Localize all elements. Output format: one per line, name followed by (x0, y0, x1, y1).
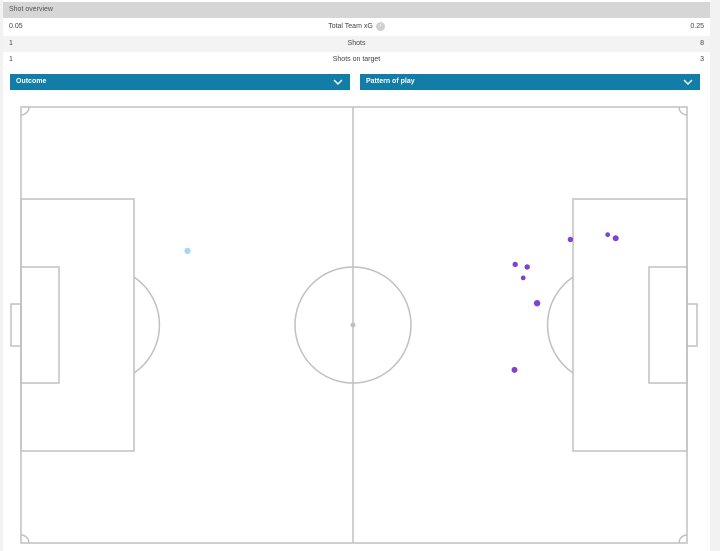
pattern-of-play-dropdown-label: Pattern of play (366, 78, 415, 85)
info-icon[interactable]: i (375, 21, 385, 31)
stat-row-shots: 1 Shots 8 (3, 36, 710, 52)
right-penalty-area (572, 198, 688, 452)
chevron-down-icon (333, 79, 343, 85)
shot-overview-panel: Shot overview 0.05 Total Team xG i 0.25 1… (3, 0, 710, 551)
chevron-down-icon (683, 79, 693, 85)
away-shot-marker[interactable] (567, 236, 574, 243)
outcome-dropdown-label: Outcome (16, 78, 47, 85)
corner-arc (20, 106, 30, 116)
away-team-xg: 0.25 (690, 23, 704, 30)
stat-label-shots-on-target: Shots on target (332, 56, 381, 63)
corner-arc (678, 534, 688, 544)
away-shots-on-target: 3 (700, 56, 704, 63)
stat-row-shots-on-target: 1 Shots on target 3 (3, 52, 710, 68)
total-xg-label: Total Team xG (328, 23, 373, 30)
center-spot (350, 322, 356, 328)
away-shot-marker[interactable] (520, 275, 526, 281)
home-team-xg: 0.05 (9, 23, 23, 30)
home-shots-on-target: 1 (9, 56, 13, 63)
away-shot-marker[interactable] (512, 261, 518, 268)
away-shots: 8 (700, 40, 704, 47)
pattern-of-play-dropdown[interactable]: Pattern of play (360, 74, 700, 90)
away-shot-marker[interactable] (524, 264, 530, 270)
left-goal-area (20, 266, 60, 384)
corner-arc (20, 534, 30, 544)
right-penalty-arc (546, 276, 574, 374)
home-shot-marker[interactable] (184, 247, 191, 255)
left-goal (10, 303, 22, 347)
panel-title: Shot overview (3, 2, 710, 18)
shots-layer (184, 232, 619, 373)
corner-arc (678, 106, 688, 116)
stat-label-shots: Shots (347, 40, 366, 47)
left-penalty-area (20, 198, 135, 452)
right-goal-area (648, 266, 688, 384)
right-goal (686, 303, 698, 347)
away-shot-marker[interactable] (511, 366, 518, 373)
left-penalty-arc (133, 276, 161, 374)
home-shots: 1 (9, 40, 13, 47)
pitch-markings (10, 106, 698, 544)
stat-row-total-xg: 0.05 Total Team xG i 0.25 (3, 19, 710, 35)
center-circle (294, 266, 412, 384)
stat-label-total-xg: Total Team xG i (3, 19, 710, 35)
away-shot-marker[interactable] (612, 235, 619, 242)
shot-map-pitch (10, 106, 698, 544)
outcome-dropdown[interactable]: Outcome (10, 74, 350, 90)
away-shot-marker[interactable] (533, 300, 541, 307)
away-shot-marker[interactable] (605, 232, 611, 238)
